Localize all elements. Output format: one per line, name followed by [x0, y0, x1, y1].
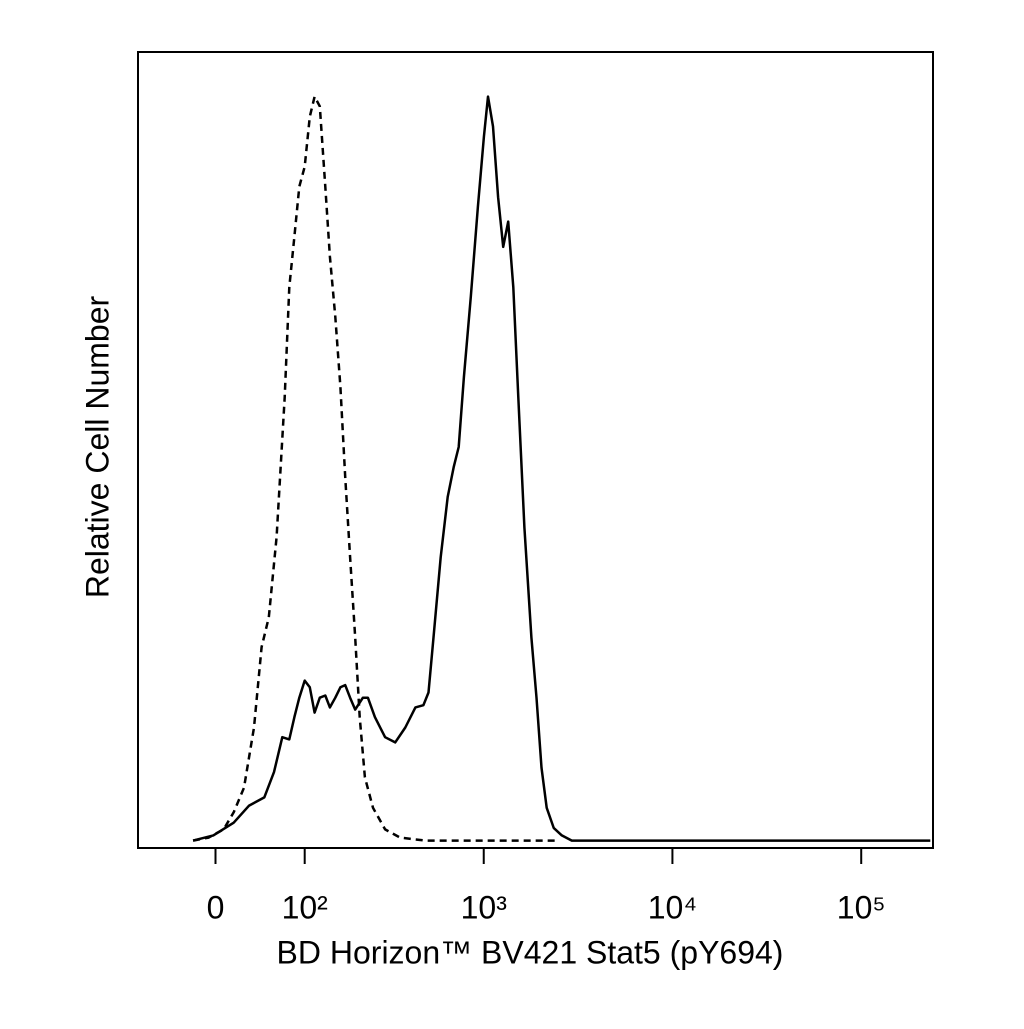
- histogram-line: [192, 95, 557, 842]
- x-tick-label: 0: [207, 889, 225, 925]
- x-tick-label: 10³: [461, 889, 508, 925]
- x-tick-label: 10²: [282, 889, 329, 925]
- histogram-line: [192, 95, 931, 842]
- x-tick-label: 10⁴: [648, 889, 697, 925]
- x-axis-label: BD Horizon™ BV421 Stat5 (pY694): [277, 934, 784, 970]
- plot-frame: [137, 51, 934, 849]
- x-tick-label: 10⁵: [837, 889, 886, 925]
- y-axis-label: Relative Cell Number: [79, 295, 115, 598]
